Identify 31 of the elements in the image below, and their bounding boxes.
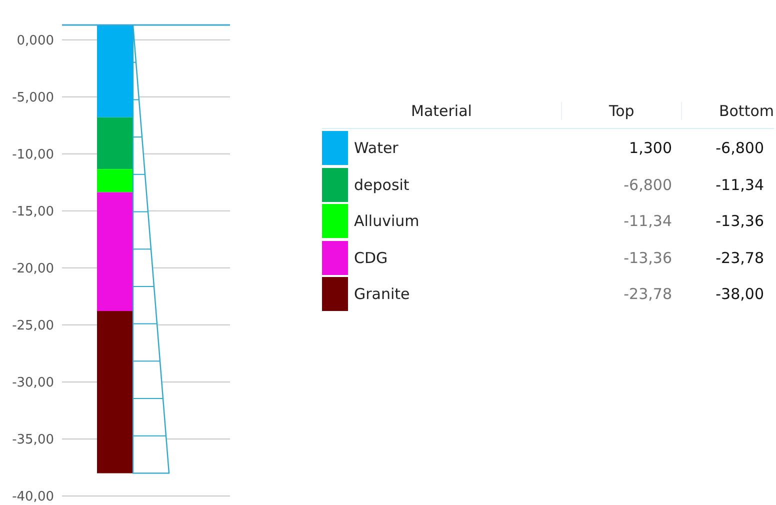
legend-label: Granite <box>354 285 411 304</box>
text: -6,800 <box>622 176 672 194</box>
text: -11,34 <box>714 176 764 194</box>
text: -38,00 <box>714 285 764 304</box>
y-tick-label: -25,00 <box>12 318 54 334</box>
text: -23,78 <box>714 248 764 267</box>
legend-label: deposit <box>354 176 410 194</box>
y-tick-label: -15,00 <box>12 204 54 220</box>
y-tick-label: 0,000 <box>16 33 54 48</box>
y-tick-label: -30,00 <box>12 376 54 391</box>
legend-label: CDG <box>354 248 389 267</box>
text: -13,36 <box>622 248 672 267</box>
text: -6,800 <box>714 139 764 158</box>
y-tick-label: -5,000 <box>12 90 54 106</box>
bar <box>97 25 133 118</box>
text: Material <box>410 102 473 120</box>
text: -23,78 <box>622 285 672 304</box>
bar <box>97 169 133 192</box>
y-tick-label: -10,00 <box>12 147 54 162</box>
y-tick-label: -35,00 <box>12 432 54 448</box>
text: -13,36 <box>714 212 764 230</box>
bar <box>97 192 133 312</box>
text: -11,34 <box>622 212 672 230</box>
text: Bottom <box>681 102 774 120</box>
legend-label: Alluvium <box>354 212 420 230</box>
legend-label: Water <box>354 139 400 158</box>
y-tick-label: -40,00 <box>12 490 54 505</box>
text: Top <box>560 102 682 120</box>
text: 1,300 <box>628 139 672 158</box>
bar <box>97 117 133 170</box>
y-tick-label: -20,00 <box>12 262 54 277</box>
